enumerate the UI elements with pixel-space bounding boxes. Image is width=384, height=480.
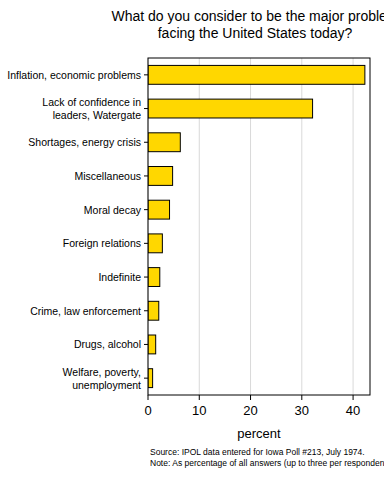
bar xyxy=(148,268,160,287)
title-line: facing the United States today? xyxy=(158,25,353,41)
label-line: Miscellaneous xyxy=(74,170,141,182)
x-tick-label: 40 xyxy=(346,403,360,418)
note: Source: IPOL data entered for Iowa Poll … xyxy=(150,447,365,457)
category-label: Foreign relations xyxy=(63,237,141,249)
label-line: Moral decay xyxy=(84,204,142,216)
bar xyxy=(148,200,170,219)
y-tick xyxy=(144,310,148,311)
category-label: Inflation, economic problems xyxy=(7,69,141,81)
note: Note: As percentage of all answers (up t… xyxy=(150,458,384,468)
label-line: leaders, Watergate xyxy=(53,109,141,121)
category-label: Drugs, alcohol xyxy=(74,338,141,350)
chart-svg: 0 10 20 30 40 Inflation, economic problems Lac… xyxy=(0,0,384,480)
category-label: Shortages, energy crisis xyxy=(28,136,141,148)
x-tick xyxy=(250,395,251,400)
label-line: Drugs, alcohol xyxy=(74,338,141,350)
label-line: Shortages, energy crisis xyxy=(28,136,141,148)
bar xyxy=(148,369,153,388)
category-label: Moral decay xyxy=(84,204,142,216)
y-tick xyxy=(144,277,148,278)
bar xyxy=(148,133,180,152)
bar xyxy=(148,301,159,320)
grid-line xyxy=(353,58,354,395)
category-label: Miscellaneous xyxy=(74,170,141,182)
y-tick xyxy=(144,175,148,176)
y-tick xyxy=(144,108,148,109)
label-line: unemployment xyxy=(72,379,141,391)
label-line: Indefinite xyxy=(98,271,141,283)
x-axis-label: percent xyxy=(237,426,281,441)
category-label: Indefinite xyxy=(98,271,141,283)
label-line: Crime, law enforcement xyxy=(30,305,141,317)
bar xyxy=(148,234,162,253)
label-line: Welfare, poverty, xyxy=(63,366,141,378)
y-tick xyxy=(144,378,148,379)
x-tick-label: 0 xyxy=(144,403,151,418)
bar xyxy=(148,167,173,186)
x-tick xyxy=(353,395,354,400)
y-tick xyxy=(144,209,148,210)
plot-frame xyxy=(148,58,370,395)
x-tick-label: 30 xyxy=(295,403,309,418)
title: What do you consider to be the major pro… xyxy=(111,8,384,41)
category-label: Lack of confidence inleaders, Watergate xyxy=(42,96,141,121)
category-label: Welfare, poverty,unemployment xyxy=(63,366,141,391)
y-tick xyxy=(144,142,148,143)
chart-container: 0 10 20 30 40 Inflation, economic problems Lac… xyxy=(0,0,384,480)
bar xyxy=(148,99,313,118)
label-line: Lack of confidence in xyxy=(42,96,141,108)
y-tick xyxy=(144,344,148,345)
title-line: What do you consider to be the major pro… xyxy=(111,8,384,24)
bar xyxy=(148,65,365,84)
category-label: Crime, law enforcement xyxy=(30,305,141,317)
x-tick xyxy=(199,395,200,400)
y-tick xyxy=(144,243,148,244)
x-tick-label: 10 xyxy=(192,403,206,418)
x-tick-label: 20 xyxy=(243,403,257,418)
bar xyxy=(148,335,156,354)
bars xyxy=(148,65,365,387)
y-tick xyxy=(144,74,148,75)
label-line: Inflation, economic problems xyxy=(7,69,141,81)
x-tick xyxy=(301,395,302,400)
label-line: Foreign relations xyxy=(63,237,141,249)
x-tick xyxy=(148,395,149,400)
